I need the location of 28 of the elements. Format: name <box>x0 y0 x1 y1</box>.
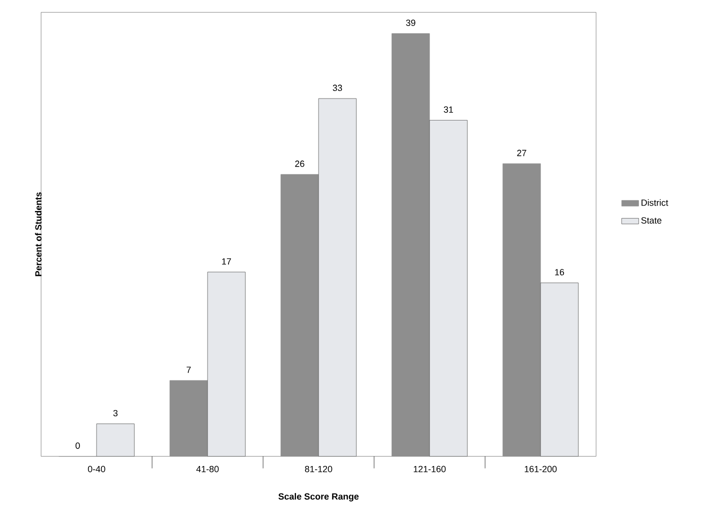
data-label: 33 <box>332 84 342 92</box>
bar <box>96 424 135 457</box>
data-label: 31 <box>444 106 453 113</box>
bar <box>429 120 468 457</box>
bar <box>280 174 319 457</box>
x-axis-title: Scale Score Range <box>278 493 359 502</box>
y-axis-title: Percent of Students <box>34 192 42 276</box>
x-tick-label: 41-80 <box>196 466 219 472</box>
data-label: 17 <box>222 258 231 264</box>
bar <box>207 272 246 457</box>
bar <box>502 163 541 457</box>
bar <box>318 98 357 457</box>
data-label: 39 <box>406 20 416 26</box>
x-tick-label: 81-120 <box>305 466 332 472</box>
data-label: 16 <box>555 268 564 276</box>
x-tick-label: 161-200 <box>524 466 557 472</box>
legend-label: District <box>642 199 668 206</box>
data-label: 0 <box>76 442 80 449</box>
x-tick-label: 121-160 <box>414 466 446 472</box>
data-label: 3 <box>113 410 118 416</box>
x-tick-label: 0-40 <box>88 466 106 472</box>
data-label: 7 <box>186 366 191 373</box>
bar <box>392 33 430 457</box>
legend-label: State <box>641 217 662 224</box>
data-label: 26 <box>295 160 304 167</box>
data-label: 27 <box>517 150 526 156</box>
bar <box>170 380 208 457</box>
bar <box>540 282 579 457</box>
